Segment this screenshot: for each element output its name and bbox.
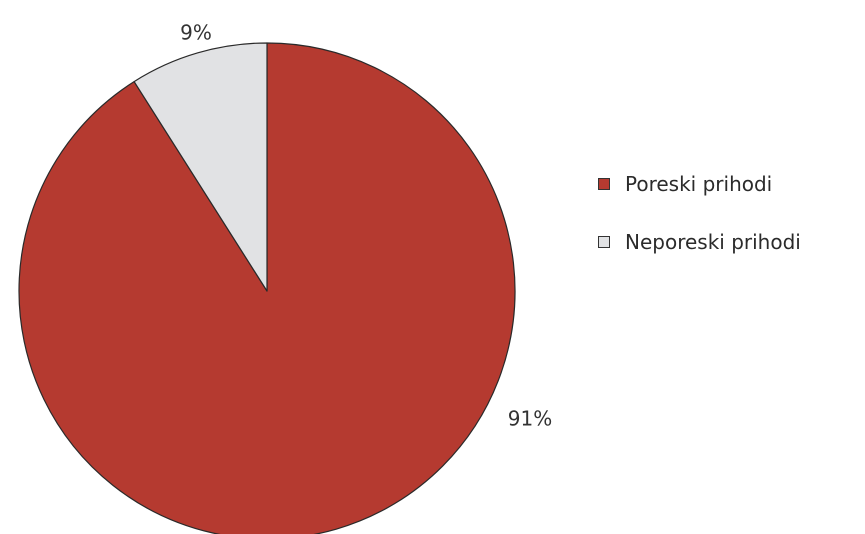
legend-label-neporeski: Neporeski prihodi (625, 230, 801, 254)
pie-data-label-poreski-prihodi: 91% (508, 407, 552, 431)
pie-slice-neporeski-prihodi[interactable] (133, 42, 268, 292)
legend-swatch-poreski (598, 178, 610, 190)
pie-data-label-neporeski-prihodi: 9% (180, 21, 212, 45)
pie-data-labels: 91% 9% (180, 21, 552, 431)
pie-slices (18, 42, 516, 534)
legend: Poreski prihodi Neporeski prihodi (598, 168, 801, 284)
legend-label-poreski: Poreski prihodi (625, 172, 773, 196)
legend-item-poreski[interactable]: Poreski prihodi (598, 168, 801, 200)
legend-item-neporeski[interactable]: Neporeski prihodi (598, 226, 801, 258)
legend-swatch-neporeski (598, 236, 610, 248)
